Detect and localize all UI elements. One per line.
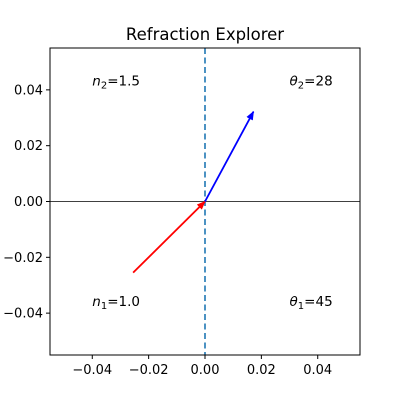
y-tick-label: −0.02	[3, 251, 43, 266]
chart-title: Refraction Explorer	[126, 25, 284, 44]
label-theta1: θ1=45	[290, 294, 333, 312]
label-theta2: θ2=28	[290, 74, 333, 92]
incident-ray-arrow	[132, 200, 206, 274]
refracted-ray-arrow	[204, 110, 255, 202]
y-tick-label: 0.04	[14, 83, 43, 98]
y-tick-label: −0.04	[3, 307, 43, 322]
x-tick-label: 0.04	[303, 363, 332, 378]
x-tick-label: −0.04	[72, 363, 112, 378]
x-tick-label: 0.02	[247, 363, 276, 378]
x-tick-label: −0.02	[129, 363, 169, 378]
label-n1: n1=1.0	[92, 294, 140, 312]
plot-area: n2=1.5 θ2=28 n1=1.0 θ1=45 −0.04 −0.02 0.00 0.02…	[3, 47, 361, 378]
y-tick-label: 0.00	[14, 195, 43, 210]
y-tick-label: 0.02	[14, 139, 43, 154]
label-n2: n2=1.5	[92, 74, 140, 92]
x-tick-label: 0.00	[191, 363, 220, 378]
